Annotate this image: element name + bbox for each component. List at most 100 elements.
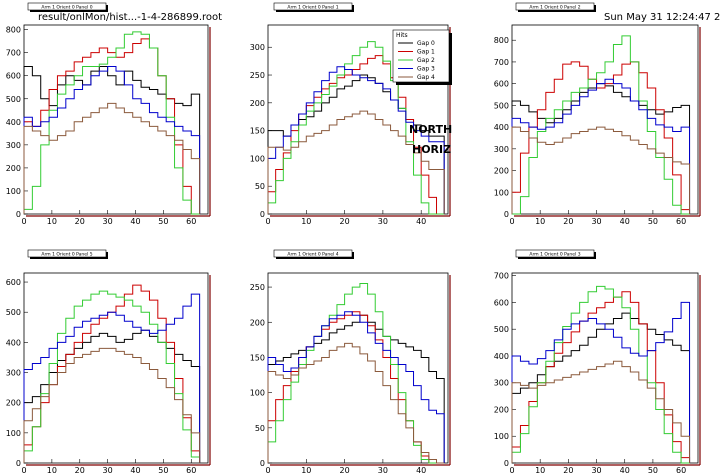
- x-tick-label: 10: [47, 466, 57, 474]
- y-tick-label: 100: [6, 429, 21, 438]
- y-tick-label: 600: [6, 72, 21, 81]
- x-tick-label: 20: [340, 466, 350, 474]
- y-tick-label: 800: [494, 36, 509, 45]
- panel-title-box: [27, 2, 107, 11]
- legend-entry: Gap 2: [417, 57, 435, 64]
- y-tick-label: 400: [494, 123, 509, 132]
- series-gap-2: [267, 283, 445, 464]
- plot-frame: [23, 272, 209, 464]
- x-tick-label: 30: [378, 217, 388, 226]
- panel-title-box: [273, 2, 353, 11]
- y-tick-label: 150: [250, 127, 265, 136]
- y-tick-label: 800: [6, 26, 21, 35]
- y-tick-label: 200: [494, 167, 509, 176]
- x-tick-label: 40: [130, 466, 140, 474]
- legend-entry: Gap 0: [417, 40, 435, 47]
- y-tick-label: 250: [250, 71, 265, 80]
- y-tick-label: 700: [494, 58, 509, 67]
- series-gap-4: [23, 347, 201, 463]
- series-gap-3: [267, 311, 445, 463]
- x-tick-label: 0: [265, 217, 270, 226]
- y-tick-label: 600: [6, 278, 21, 287]
- panel-2: Arm 1 Orient 0 Panel 2010020030040050060…: [494, 2, 701, 226]
- y-tick-label: 500: [6, 308, 21, 317]
- panel-title-box: [515, 249, 595, 258]
- x-tick-label: 60: [676, 217, 686, 226]
- series-gap-3: [267, 66, 445, 214]
- series-gap-3: [23, 65, 201, 214]
- y-tick-label: 700: [6, 49, 21, 58]
- y-tick-label: 100: [250, 154, 265, 163]
- y-tick-label: 200: [6, 399, 21, 408]
- x-tick-label: 0: [509, 217, 514, 226]
- series-gap-4: [511, 360, 691, 463]
- panel-title: Arm 1 Orient 0 Panel 4: [287, 252, 338, 258]
- legend-entry: Gap 3: [417, 66, 435, 73]
- panel-5: Arm 1 Orient 0 Panel 3010020030040050060…: [494, 249, 701, 474]
- y-tick-label: 0: [504, 210, 509, 219]
- y-tick-label: 300: [494, 145, 509, 154]
- x-tick-label: 40: [130, 217, 140, 226]
- x-tick-label: 20: [75, 217, 85, 226]
- panel-title-box: [27, 249, 107, 258]
- panel-title-box: [273, 249, 353, 258]
- y-tick-label: 100: [494, 432, 509, 441]
- series-gap-2: [23, 31, 200, 215]
- x-tick-label: 40: [416, 466, 426, 474]
- y-tick-label: 600: [494, 80, 509, 89]
- file-title: result/onlMon/hist...-1-4-286899.root: [38, 12, 223, 23]
- panel-4: Arm 1 Orient 0 Panel 4 0 50 100 150 200 250 0 10…: [250, 249, 451, 474]
- x-tick-label: 50: [158, 217, 168, 226]
- x-tick-label: 50: [158, 466, 168, 474]
- legend-entry: Gap 4: [417, 74, 435, 81]
- x-tick-label: 30: [103, 217, 113, 226]
- x-tick-label: 60: [186, 217, 196, 226]
- x-tick-label: 40: [416, 217, 426, 226]
- date-label: Sun May 31 12:24:47 2009: [604, 12, 720, 23]
- y-tick-label: 0: [504, 459, 509, 468]
- y-tick-label: 50: [255, 424, 265, 433]
- series-gap-2: [511, 285, 690, 464]
- panel-title: Arm 1 Orient 0 Panel 5: [41, 252, 92, 258]
- legend-title: Hits: [396, 32, 408, 39]
- series-gap-3: [511, 301, 691, 463]
- x-tick-label: 10: [535, 466, 545, 474]
- series-gap-4: [23, 102, 201, 214]
- panel-title: Arm 1 Orient 0 Panel 0: [41, 5, 92, 11]
- y-tick-label: 0: [260, 459, 265, 468]
- x-tick-label: 0: [21, 217, 26, 226]
- panel-title: Arm 1 Orient 0 Panel 2: [529, 5, 580, 11]
- panel-3: Arm 1 Orient 0 Panel 5010020030040050060…: [6, 249, 211, 474]
- x-tick-label: 30: [591, 217, 601, 226]
- y-tick-label: 200: [494, 405, 509, 414]
- x-tick-label: 0: [21, 466, 26, 474]
- x-tick-label: 20: [563, 217, 573, 226]
- y-tick-label: 200: [250, 99, 265, 108]
- horiz-label: HORIZ: [412, 143, 452, 156]
- series-gap-2: [267, 41, 445, 215]
- y-tick-label: 500: [494, 101, 509, 110]
- y-tick-label: 500: [6, 95, 21, 104]
- y-tick-label: 250: [250, 283, 265, 292]
- x-tick-label: 40: [620, 217, 630, 226]
- y-tick-label: 100: [250, 389, 265, 398]
- x-tick-label: 40: [620, 466, 630, 474]
- x-tick-label: 20: [340, 217, 350, 226]
- x-tick-label: 50: [648, 217, 658, 226]
- x-tick-label: 0: [509, 466, 514, 474]
- y-tick-label: 400: [494, 352, 509, 361]
- x-tick-label: 20: [75, 466, 85, 474]
- plot-frame: [511, 24, 699, 215]
- y-tick-label: 300: [250, 43, 265, 52]
- x-tick-label: 10: [301, 466, 311, 474]
- legend-entry: Gap 1: [417, 49, 435, 56]
- y-tick-label: 50: [255, 182, 265, 191]
- y-tick-label: 300: [494, 379, 509, 388]
- y-tick-label: 200: [250, 318, 265, 327]
- y-tick-label: 200: [6, 164, 21, 173]
- series-gap-4: [511, 126, 691, 214]
- y-tick-label: 300: [6, 369, 21, 378]
- panel-title: Arm 1 Orient 0 Panel 1: [287, 5, 338, 11]
